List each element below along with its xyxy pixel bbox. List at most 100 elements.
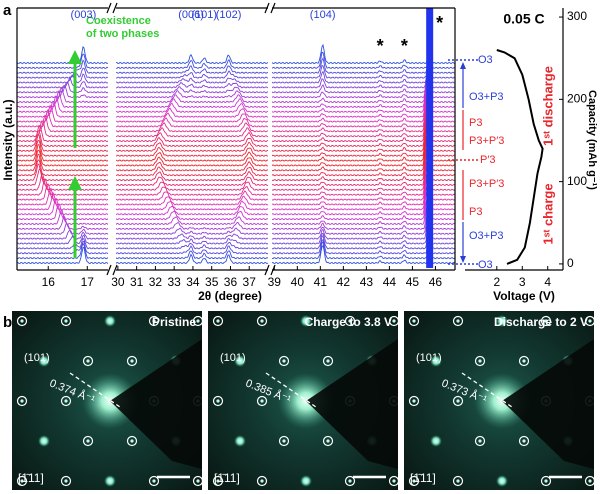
xrd-pattern <box>115 176 269 187</box>
xrd-pattern <box>115 253 269 265</box>
spot-label: (101) <box>24 352 50 364</box>
diffraction-spot <box>588 319 592 323</box>
diffraction-spot <box>260 319 264 323</box>
charge-label: 1ˢᵗ charge <box>540 183 555 244</box>
diffraction-ring <box>256 395 268 407</box>
diffraction-spot <box>522 359 526 363</box>
diffraction-ring <box>452 395 464 407</box>
xrd-pattern <box>17 114 109 133</box>
voltage-profile <box>496 49 544 265</box>
xrd-pattern <box>271 179 455 211</box>
x-tick-label: 42 <box>337 275 351 289</box>
diffraction-ring <box>278 435 290 447</box>
xrd-pattern <box>17 140 109 157</box>
xrd-pattern <box>17 209 109 226</box>
xrd-pattern <box>17 67 109 79</box>
xrd-pattern <box>17 130 109 148</box>
xrd-pattern <box>115 156 269 167</box>
zone-axis: [1̄11] <box>410 471 436 485</box>
x-tick-label: 2 <box>493 275 500 289</box>
diffraction-ring <box>408 315 420 327</box>
axis-break <box>106 264 112 276</box>
diffraction-spot <box>64 479 68 483</box>
xrd-pattern <box>271 236 455 255</box>
zone-axis: [1̄11] <box>214 471 240 485</box>
xrd-pattern <box>115 227 269 235</box>
xrd-pattern <box>17 191 109 211</box>
xrd-pattern <box>115 81 269 89</box>
diffraction-ring <box>212 475 224 487</box>
arrow-head <box>460 256 466 263</box>
diffraction-spot <box>282 359 286 363</box>
diffraction-ring <box>388 475 400 487</box>
xrd-pattern <box>115 221 269 231</box>
xrd-pattern <box>115 86 269 94</box>
d-spacing-line <box>461 372 513 408</box>
xrd-pattern <box>115 200 269 211</box>
x-tick-label: 41 <box>314 275 328 289</box>
peak-marker: * <box>377 36 384 56</box>
diffraction-spot <box>544 319 548 323</box>
phase-label: P3+P′3 <box>469 178 504 190</box>
image-title: Pristine <box>152 315 196 329</box>
phase-label: O3 <box>478 259 493 271</box>
xrd-pattern <box>115 151 269 162</box>
xrd-pattern <box>271 56 455 74</box>
diffraction-spot <box>234 435 246 447</box>
diffraction-ring <box>60 395 72 407</box>
xrd-pattern <box>115 170 269 182</box>
x-tick-label: 32 <box>149 275 163 289</box>
diffraction-ring <box>60 315 72 327</box>
diffraction-spot <box>326 359 330 363</box>
diffraction-ring <box>82 435 94 447</box>
xrd-pattern <box>17 203 109 221</box>
x-tick-label: 44 <box>383 275 397 289</box>
x-tick-label: 30 <box>111 275 125 289</box>
y-tick-label: 0 <box>567 256 574 270</box>
y-axis-label: Intensity (a.u.) <box>1 99 15 180</box>
xrd-pattern <box>17 237 109 250</box>
diffraction-spot <box>392 479 396 483</box>
xrd-pattern <box>271 229 455 250</box>
x-tick-label: 31 <box>130 275 144 289</box>
diffraction-ring <box>212 395 224 407</box>
diffraction-spot <box>496 475 508 487</box>
x-tick-label: 45 <box>406 275 420 289</box>
xrd-pattern <box>115 107 269 118</box>
arrow-head <box>460 62 466 69</box>
xrd-patterns <box>17 43 455 265</box>
diffraction-spot <box>544 479 548 483</box>
diffraction-ring <box>82 355 94 367</box>
peak-label: (003) <box>71 9 97 21</box>
panel-label: b <box>3 314 12 331</box>
panel-a: 16 17 30 31 32 33 34 35 36 37 39 40 41 42 43 44 45 46(003… <box>16 2 587 289</box>
xrd-pattern <box>17 167 109 187</box>
diffraction-spot <box>282 439 286 443</box>
x-tick-label: 3 <box>519 275 526 289</box>
diffraction-ring <box>344 475 356 487</box>
axis-break <box>264 2 270 14</box>
xrd-pattern <box>115 70 269 79</box>
xrd-pattern <box>17 45 109 65</box>
x-tick-label: 4 <box>544 275 551 289</box>
peak-label: (104) <box>310 9 336 21</box>
diffraction-ring <box>474 435 486 447</box>
diffraction-spot <box>20 399 24 403</box>
diffraction-ring <box>452 475 464 487</box>
diffraction-ring <box>322 355 334 367</box>
xrd-pattern <box>115 146 269 157</box>
xrd-pattern <box>115 190 269 201</box>
diffraction-ring <box>518 435 530 447</box>
xrd-pattern <box>17 84 109 99</box>
peak-label: (006) <box>178 9 204 21</box>
discharge-label: 1ˢᵗ discharge <box>540 66 555 146</box>
peak-label: (101) <box>191 9 217 21</box>
axis-break <box>112 264 118 276</box>
xrd-pattern <box>271 66 455 89</box>
diffraction-ring <box>212 315 224 327</box>
diffraction-spot <box>260 399 264 403</box>
xrd-pattern <box>115 65 269 74</box>
